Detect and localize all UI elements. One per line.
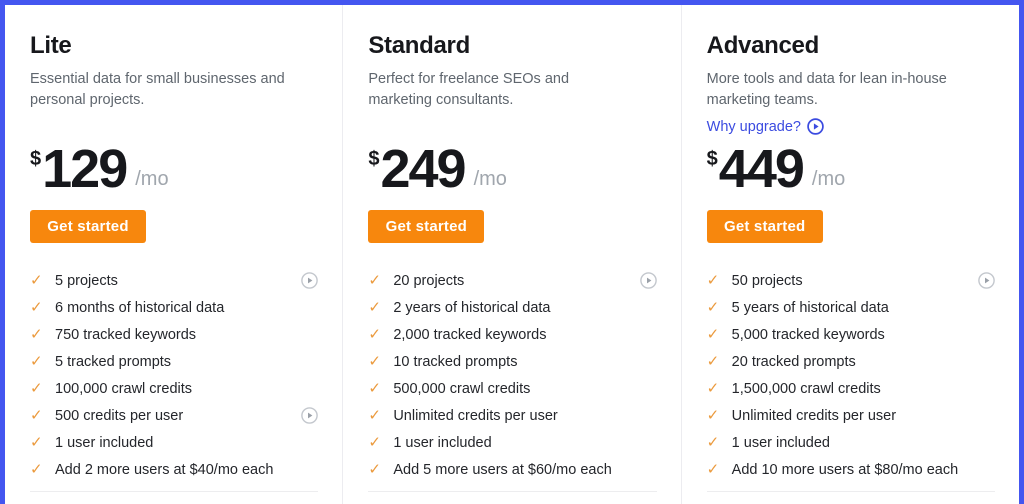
get-started-button[interactable]: Get started — [368, 210, 485, 243]
feature-item: ✓ 6 months of historical data — [30, 299, 225, 316]
plan-card-standard: Standard Perfect for freelance SEOs and … — [343, 5, 682, 504]
section-divider — [368, 491, 657, 492]
section-divider — [30, 491, 319, 492]
check-icon: ✓ — [706, 272, 720, 289]
feature-item: ✓ 50 projects — [707, 267, 995, 294]
feature-item: ✓ 5 years of historical data — [706, 299, 889, 316]
check-icon: ✓ — [368, 434, 381, 451]
feature-item: ✓ Add 5 more users at $60/mo each — [368, 461, 612, 478]
play-demo-icon[interactable] — [301, 272, 319, 289]
plan-title: Standard — [368, 32, 470, 59]
check-icon: ✓ — [368, 461, 381, 478]
why-upgrade-label: Why upgrade? — [706, 118, 801, 135]
check-icon: ✓ — [368, 353, 381, 370]
plan-description: Essential data for small businesses and … — [30, 71, 285, 108]
feature-item: ✓ 20 tracked prompts — [706, 353, 856, 370]
price-period: /mo — [135, 168, 169, 190]
feature-item: ✓ 500 credits per user — [30, 402, 319, 429]
feature-item: ✓ 2 years of historical data — [368, 299, 551, 316]
feature-item: ✓ 10 tracked prompts — [368, 353, 518, 370]
feature-item: ✓ 1 user included — [30, 434, 154, 451]
feature-item: ✓ 750 tracked keywords — [30, 326, 197, 343]
plan-header: Lite Essential data for small businesses… — [30, 32, 318, 147]
check-icon: ✓ — [30, 461, 43, 478]
feature-item: ✓ 2,000 tracked keywords — [368, 326, 547, 343]
check-icon: ✓ — [368, 380, 381, 397]
section-divider — [706, 491, 995, 492]
feature-item: ✓ 20 projects — [368, 267, 657, 294]
feature-item: ✓ 5,000 tracked keywords — [706, 326, 885, 343]
check-icon: ✓ — [30, 272, 43, 289]
feature-item: ✓ 1 user included — [706, 434, 830, 451]
check-icon: ✓ — [368, 407, 381, 424]
currency-symbol: $ — [706, 148, 718, 170]
check-icon: ✓ — [30, 326, 43, 343]
price: $ 129 /mo — [30, 139, 318, 199]
plan-header: Standard Perfect for freelance SEOs and … — [368, 32, 656, 147]
price: $ 249 /mo — [368, 139, 656, 199]
plan-description: Perfect for freelance SEOs and marketing… — [368, 71, 570, 108]
check-icon: ✓ — [30, 434, 43, 451]
price: $ 449 /mo — [706, 139, 995, 199]
price-amount: 129 — [42, 139, 128, 199]
play-circle-icon — [807, 118, 824, 135]
feature-item: ✓ 5 projects — [30, 267, 319, 294]
feature-item: ✓ Add 10 more users at $80/mo each — [706, 461, 959, 478]
price-amount: 449 — [718, 139, 805, 199]
check-icon: ✓ — [706, 407, 720, 424]
check-icon: ✓ — [368, 272, 381, 289]
price-period: /mo — [811, 168, 846, 190]
check-icon: ✓ — [706, 353, 720, 370]
why-upgrade-link[interactable]: Why upgrade? — [707, 118, 824, 135]
feature-list: ✓ 20 projects ✓ 2 years of historical da… — [368, 267, 657, 483]
plan-header: Advanced More tools and data for lean in… — [707, 32, 995, 147]
price-period: /mo — [473, 168, 507, 190]
feature-item: ✓ 100,000 crawl credits — [30, 380, 193, 397]
get-started-button[interactable]: Get started — [30, 210, 146, 243]
plan-card-lite: Lite Essential data for small businesses… — [5, 5, 344, 504]
check-icon: ✓ — [30, 299, 43, 316]
play-demo-icon[interactable] — [301, 407, 319, 424]
check-icon: ✓ — [706, 326, 720, 343]
check-icon: ✓ — [368, 299, 381, 316]
plan-description: More tools and data for lean in-house ma… — [706, 71, 947, 108]
feature-item: ✓ Unlimited credits per user — [706, 407, 897, 424]
plan-title: Lite — [30, 32, 72, 59]
check-icon: ✓ — [30, 353, 43, 370]
plan-card-advanced: Advanced More tools and data for lean in… — [682, 5, 1019, 504]
currency-symbol: $ — [368, 148, 380, 170]
play-demo-icon[interactable] — [978, 272, 995, 289]
currency-symbol: $ — [30, 148, 42, 170]
check-icon: ✓ — [706, 299, 720, 316]
feature-item: ✓ Unlimited credits per user — [368, 407, 558, 424]
feature-item: ✓ 1 user included — [368, 434, 492, 451]
price-amount: 249 — [380, 139, 466, 199]
feature-list: ✓ 5 projects ✓ 6 months of historical da… — [30, 267, 319, 483]
check-icon: ✓ — [30, 407, 43, 424]
plan-title: Advanced — [706, 32, 820, 59]
check-icon: ✓ — [706, 380, 720, 397]
check-icon: ✓ — [706, 461, 720, 478]
get-started-button[interactable]: Get started — [706, 210, 823, 243]
feature-list: ✓ 50 projects ✓ 5 years of historical da… — [707, 267, 995, 483]
check-icon: ✓ — [706, 434, 720, 451]
feature-item: ✓ 1,500,000 crawl credits — [706, 380, 881, 397]
feature-item: ✓ 500,000 crawl credits — [368, 380, 531, 397]
check-icon: ✓ — [368, 326, 381, 343]
check-icon: ✓ — [30, 380, 43, 397]
play-demo-icon[interactable] — [639, 272, 657, 289]
feature-item: ✓ 5 tracked prompts — [30, 353, 172, 370]
feature-item: ✓ Add 2 more users at $40/mo each — [30, 461, 274, 478]
